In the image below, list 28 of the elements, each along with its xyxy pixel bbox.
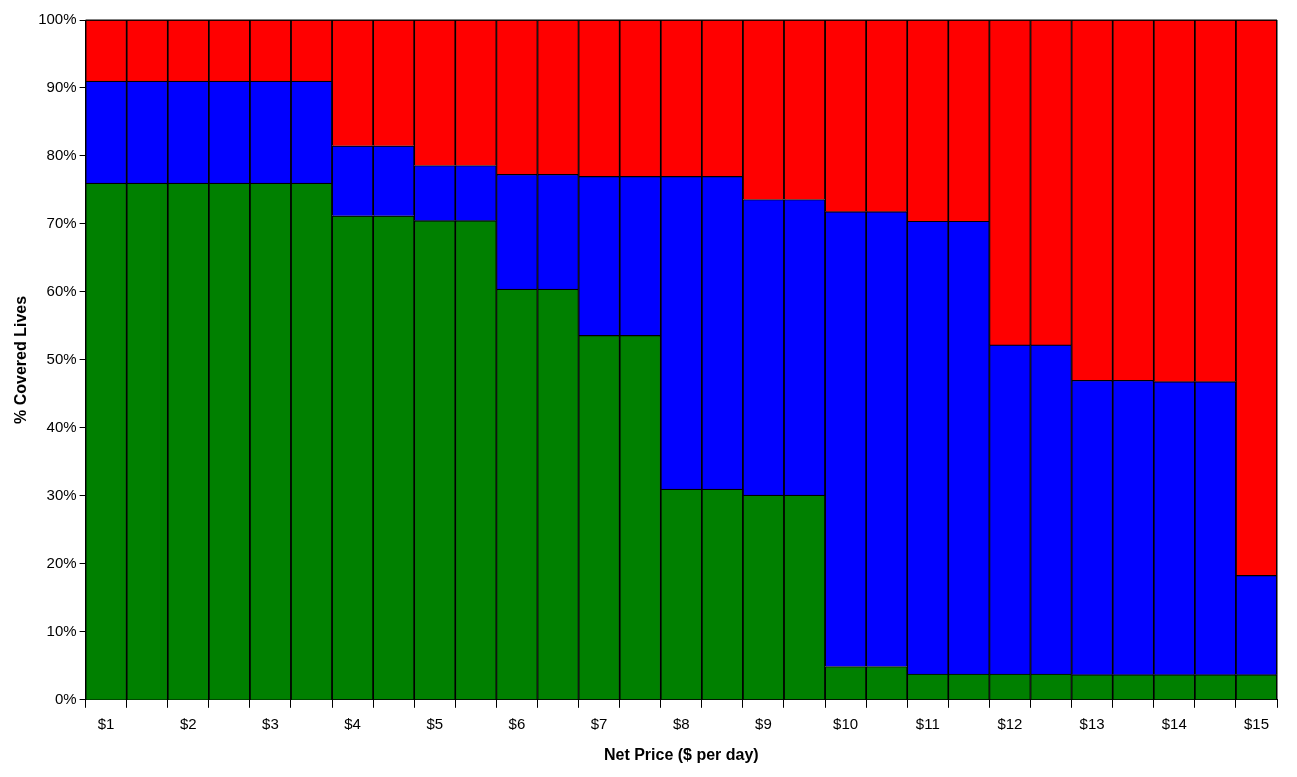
y-tick-label: 10% <box>46 621 77 639</box>
x-axis-title: Net Price ($ per day) <box>603 745 759 763</box>
x-tick-label: $14 <box>1161 714 1187 732</box>
y-axis-title: % Covered Lives <box>12 295 30 424</box>
y-tick-label: 20% <box>46 553 77 571</box>
y-tick-label: 90% <box>46 78 77 96</box>
y-tick-label: 70% <box>46 214 77 232</box>
x-tick-label: $5 <box>426 714 444 732</box>
x-tick-label: $11 <box>915 714 940 732</box>
x-tick-label: $4 <box>344 714 361 732</box>
x-tick-label: $8 <box>672 714 690 732</box>
x-tick-label: $3 <box>262 714 279 732</box>
x-tick-label: $12 <box>997 714 1023 732</box>
x-tick-label: $9 <box>755 714 772 732</box>
y-tick-label: 80% <box>46 146 77 164</box>
x-tick-label: $1 <box>97 714 115 732</box>
x-tick-label: $13 <box>1079 714 1105 732</box>
y-tick-label: 50% <box>46 350 77 368</box>
y-tick-label: 0% <box>54 689 77 707</box>
x-tick-label: $15 <box>1243 714 1269 732</box>
y-tick-label: 100% <box>38 10 77 28</box>
x-tick-label: $2 <box>179 714 197 732</box>
x-tick-label: $7 <box>590 714 608 732</box>
x-tick-label: $10 <box>833 714 859 732</box>
y-tick-label: 60% <box>46 282 77 300</box>
y-tick-label: 40% <box>46 418 77 436</box>
x-tick-label: $6 <box>508 714 526 732</box>
y-tick-label: 30% <box>46 486 77 503</box>
